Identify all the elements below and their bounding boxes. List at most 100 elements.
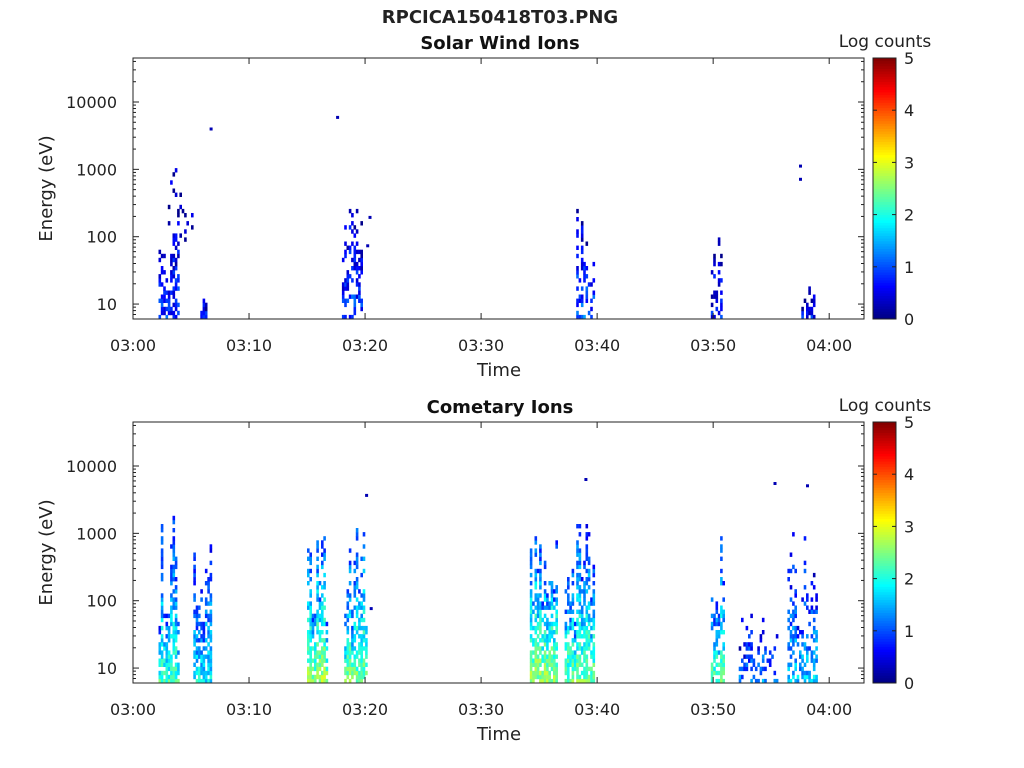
heatmap-cell [348, 548, 352, 553]
heatmap-cell [358, 646, 361, 651]
heatmap-cell [198, 646, 201, 651]
heatmap-cell [713, 314, 716, 320]
heatmap-cell [720, 577, 723, 582]
heatmap-cell [710, 625, 714, 631]
heatmap-cell [321, 601, 324, 606]
heatmap-cell [771, 654, 774, 659]
heatmap-cell [174, 302, 178, 308]
heatmap-cell [583, 670, 586, 676]
colorbar-band [873, 217, 896, 221]
heatmap-cell [555, 544, 558, 549]
heatmap-cell [555, 654, 558, 659]
heatmap-cell [529, 548, 533, 553]
heatmap-cell [193, 650, 196, 655]
heatmap-cell [543, 666, 547, 672]
colorbar-band [873, 287, 896, 291]
heatmap-cell [318, 634, 322, 639]
heatmap-cell [587, 646, 591, 651]
heatmap-cell [794, 625, 797, 631]
burst-1 [158, 208, 180, 320]
heatmap-cell [720, 621, 723, 627]
heatmap-cell [587, 678, 591, 684]
heatmap-cell [787, 577, 790, 582]
heatmap-cell [348, 654, 352, 659]
heatmap-cell [715, 642, 719, 647]
heatmap-cell [583, 630, 586, 635]
heatmap-cell [344, 670, 347, 676]
heatmap-cell [789, 662, 793, 667]
heatmap-cell [794, 605, 797, 610]
heatmap-cell [351, 294, 354, 299]
heatmap-cell [541, 646, 544, 651]
heatmap-cell [587, 572, 591, 578]
heatmap-cell [536, 634, 540, 639]
heatmap-cell [316, 540, 319, 545]
heatmap-cell [720, 581, 723, 586]
heatmap-cell [720, 253, 723, 259]
heatmap-cell [715, 609, 719, 614]
colorbar-tick-label: 4 [904, 101, 914, 120]
heatmap-cell [550, 658, 554, 663]
heatmap-cell [172, 528, 176, 533]
heatmap-cell [534, 658, 538, 663]
heatmap-cell [360, 270, 363, 275]
heatmap-cell [794, 658, 797, 663]
heatmap-cell [174, 168, 178, 173]
colorbar-band [873, 646, 896, 650]
heatmap-cell [309, 650, 312, 655]
heatmap-cell [583, 601, 586, 606]
heatmap-cell [174, 670, 178, 676]
heatmap-cell [160, 650, 164, 655]
colorbar-tick-label: 3 [904, 517, 914, 536]
heatmap-cell [318, 630, 322, 635]
heatmap-cell [202, 621, 206, 627]
heatmap-cell [803, 670, 807, 676]
heatmap-cell [358, 282, 361, 287]
heatmap-cell [163, 310, 166, 316]
y-tick-label: 10 [97, 659, 117, 678]
heatmap-cell [341, 257, 345, 263]
y-tick-label: 100 [86, 592, 117, 611]
heatmap-cell [713, 666, 716, 672]
x-tick-label: 03:00 [110, 336, 156, 355]
heatmap-cell [576, 678, 579, 684]
heatmap-cell [323, 674, 326, 680]
heatmap-cell [564, 589, 568, 594]
heatmap-cell [309, 552, 312, 557]
heatmap-cell [177, 670, 180, 676]
heatmap-cell [167, 630, 171, 635]
colorbar-band [873, 669, 896, 674]
heatmap-cell [534, 630, 538, 635]
heatmap-cell [576, 233, 579, 238]
heatmap-cell [799, 650, 802, 655]
heatmap-cell [172, 601, 176, 606]
heatmap-cell [590, 666, 593, 672]
colorbar-band [873, 479, 896, 483]
colorbar-band [873, 468, 896, 473]
heatmap-cell [170, 261, 173, 267]
heatmap-cell [158, 670, 162, 676]
heatmap-cell [808, 286, 811, 291]
heatmap-cell [592, 678, 596, 684]
heatmap-cell [355, 597, 359, 602]
heatmap-cell [710, 310, 714, 316]
heatmap-cell [536, 670, 540, 676]
heatmap-cell [165, 625, 169, 631]
heatmap-cell [580, 634, 584, 639]
heatmap-cell [160, 605, 164, 610]
heatmap-cell [564, 642, 568, 647]
heatmap-cell [170, 678, 173, 684]
heatmap-cell [571, 678, 575, 684]
heatmap-cell [360, 642, 363, 647]
heatmap-cell [764, 650, 767, 655]
heatmap-cell [541, 678, 544, 684]
heatmap-cell [321, 613, 324, 619]
heatmap-cell [355, 241, 359, 246]
heatmap-cell [546, 670, 549, 676]
heatmap-cell [578, 658, 582, 663]
heatmap-cell [191, 225, 194, 230]
heatmap-cell [325, 658, 329, 663]
heatmap-cell [170, 270, 173, 275]
heatmap-cell [318, 654, 322, 659]
heatmap-cell [353, 589, 357, 594]
